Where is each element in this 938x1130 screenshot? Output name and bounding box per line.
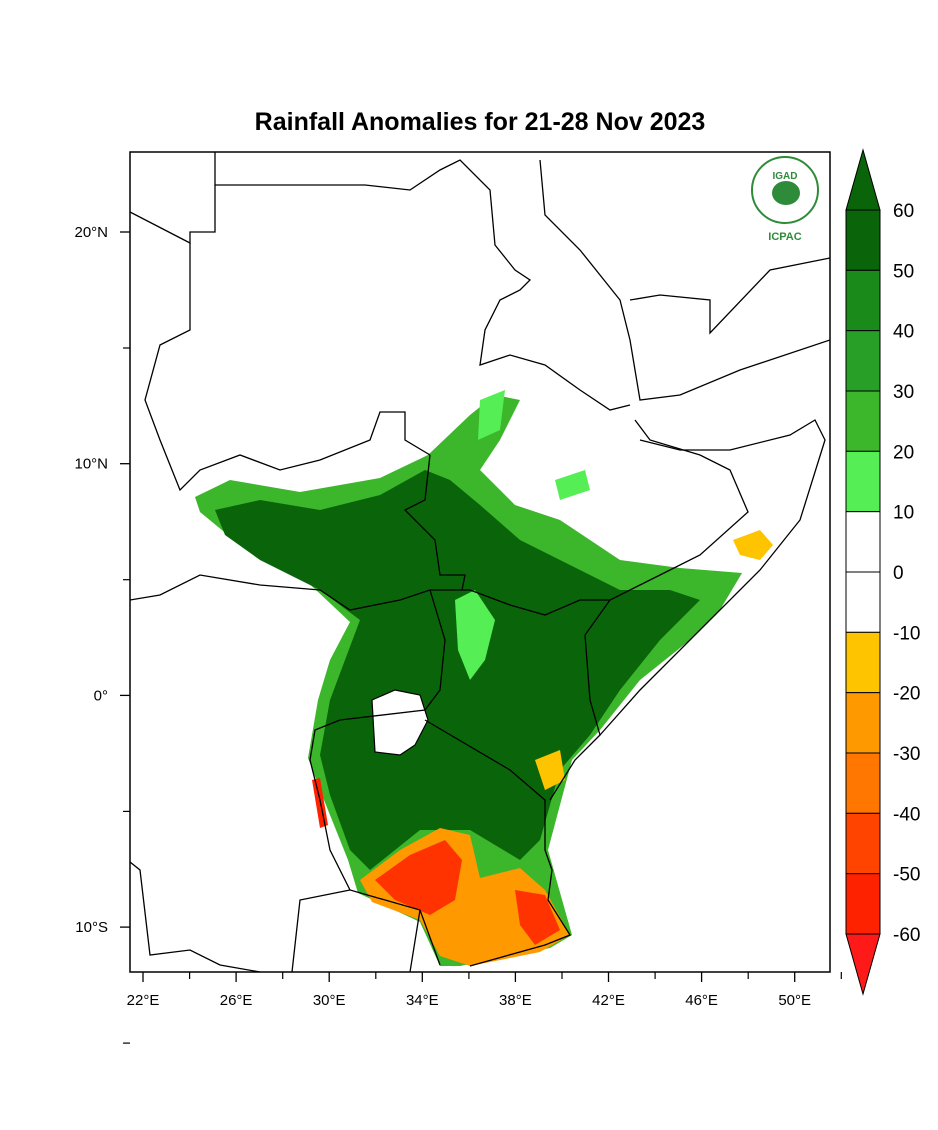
coast <box>629 257 830 335</box>
map-frame <box>129 151 831 973</box>
colorbar-label: -10 <box>893 623 920 644</box>
map <box>130 152 830 972</box>
y-tick-label: 10°N <box>74 456 108 473</box>
colorbar-label: 40 <box>893 322 914 343</box>
logo-map <box>772 181 800 205</box>
x-tick-label: 50°E <box>778 992 811 1009</box>
colorbar-under <box>845 933 881 996</box>
x-tick-label: 42°E <box>592 992 625 1009</box>
anomaly-orange <box>733 530 773 560</box>
colorbar-bin <box>845 692 881 754</box>
border <box>130 574 610 616</box>
colorbar-bin <box>845 269 881 332</box>
colorbar-bin <box>845 812 881 875</box>
logo: IGAD ICPAC <box>751 156 819 243</box>
border <box>144 243 431 492</box>
coast <box>599 419 826 736</box>
border <box>291 889 421 972</box>
anomaly-patch <box>478 390 505 440</box>
colorbar-bin <box>845 752 881 814</box>
anomaly-red <box>375 840 462 915</box>
colorbar-bin <box>845 330 881 392</box>
border <box>130 861 261 972</box>
logo-text: IGAD <box>773 171 798 182</box>
colorbar-label: 30 <box>893 382 914 403</box>
colorbar-label: -60 <box>893 925 920 946</box>
x-tick-label: 30°E <box>313 992 346 1009</box>
colorbar-bin <box>845 873 881 935</box>
anomaly-patch <box>455 590 495 680</box>
colorbar-label: -50 <box>893 865 920 886</box>
colorbar-bin <box>845 450 881 513</box>
colorbar-bin <box>845 511 881 573</box>
border <box>403 454 466 591</box>
x-tick-label: 46°E <box>685 992 718 1009</box>
x-tick-label: 34°E <box>406 992 439 1009</box>
colorbar-label: -20 <box>893 684 920 705</box>
colorbar-label: -30 <box>893 744 920 765</box>
anomaly-red <box>515 890 560 945</box>
anomaly-orange <box>535 750 565 790</box>
y-tick-label: 20°N <box>74 224 108 241</box>
colorbar-label: 10 <box>893 503 914 524</box>
border <box>309 589 446 966</box>
x-tick-label: 38°E <box>499 992 532 1009</box>
colorbar-label: 50 <box>893 261 914 282</box>
border <box>214 152 631 411</box>
x-tick-label: 22°E <box>127 992 160 1009</box>
x-tick-label: 26°E <box>220 992 253 1009</box>
colorbar-bin <box>845 209 881 271</box>
colorbar-label: -40 <box>893 804 920 825</box>
colorbar-label: 0 <box>893 563 904 584</box>
colorbar-bin <box>845 390 881 452</box>
border <box>130 185 216 245</box>
lake <box>371 689 429 756</box>
colorbar-label: 60 <box>893 201 914 222</box>
y-tick-label: 0° <box>94 687 108 704</box>
anomaly-dark-green <box>215 470 700 870</box>
colorbar-bin <box>845 631 881 694</box>
border <box>424 719 571 967</box>
colorbar-label: 20 <box>893 442 914 463</box>
colorbar-bin <box>845 571 881 633</box>
coast <box>539 159 830 401</box>
colorbar: 60 50 40 30 20 10 0 -10 -20 -30 -40 -50 -60 <box>845 148 920 996</box>
title: Rainfall Anomalies for 21-28 Nov 2023 <box>255 108 706 136</box>
y-tick-label: 10°S <box>75 919 108 936</box>
colorbar-over <box>845 148 881 211</box>
logo-text: ICPAC <box>768 231 801 243</box>
anomaly-patch <box>555 470 590 500</box>
axes: 22°E 26°E 30°E 34°E 38°E 42°E 46°E 50°E 20°N 10°N… <box>74 224 842 1044</box>
